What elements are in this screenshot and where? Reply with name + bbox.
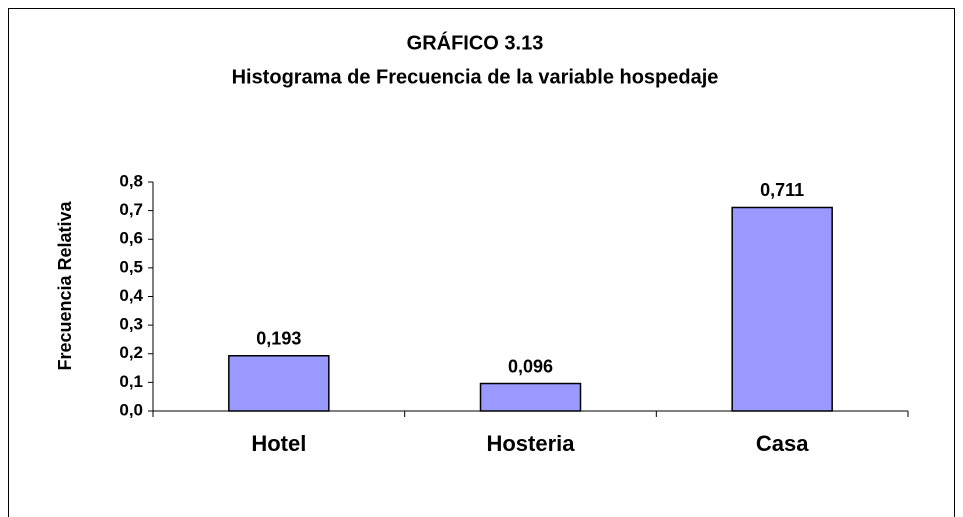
y-tick-label: 0,3 [119, 315, 143, 334]
y-tick-label: 0,7 [119, 200, 143, 219]
x-tick-label: Hosteria [486, 431, 575, 456]
value-label: 0,096 [508, 356, 553, 376]
chart-subtitle: Histograma de Frecuencia de la variable … [232, 66, 719, 88]
value-label: 0,193 [256, 329, 301, 349]
y-tick-label: 0,8 [119, 171, 143, 190]
bar [731, 206, 833, 412]
bar [479, 382, 582, 412]
chart-title: GRÁFICO 3.13 [407, 31, 544, 54]
y-tick-label: 0,1 [119, 372, 143, 391]
y-tick-label: 0,2 [119, 343, 143, 362]
y-tick-label: 0,6 [119, 229, 143, 248]
y-tick-label: 0,0 [119, 400, 143, 419]
x-tick-label: Hotel [251, 431, 306, 456]
x-tick-label: Casa [756, 431, 809, 456]
y-tick-label: 0,5 [119, 257, 143, 276]
y-axis-label: Frecuencia Relativa [55, 200, 75, 370]
value-label: 0,711 [760, 180, 804, 200]
y-tick-label: 0,4 [119, 286, 143, 305]
bar [228, 355, 330, 412]
